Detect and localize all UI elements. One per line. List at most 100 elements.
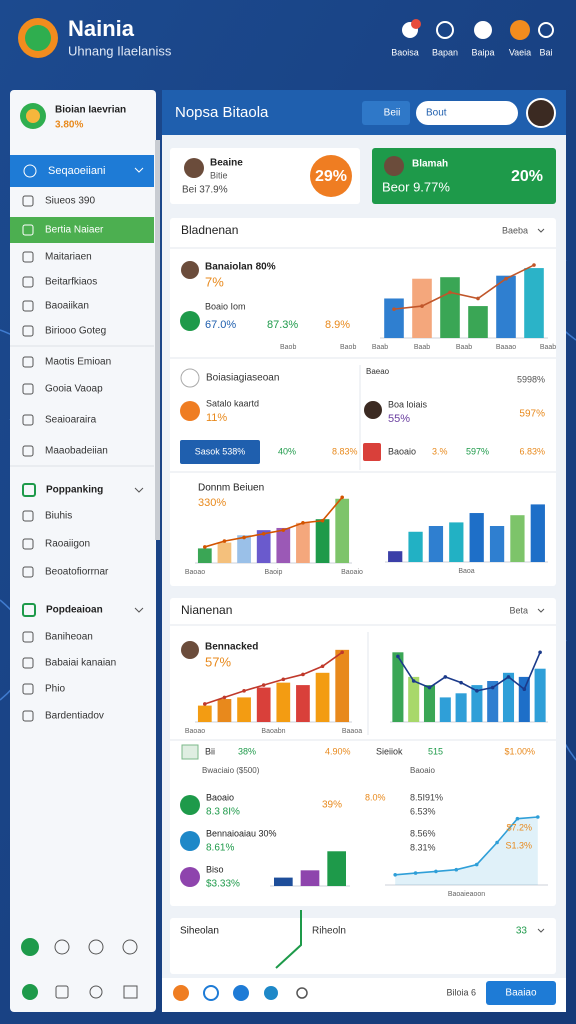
side-icon[interactable] xyxy=(122,939,138,955)
search[interactable] xyxy=(416,101,518,125)
side-icon[interactable] xyxy=(21,938,39,956)
label: Boaio Iom xyxy=(205,301,246,311)
line xyxy=(393,264,535,310)
chevron xyxy=(134,487,144,493)
side-icon[interactable] xyxy=(89,985,103,999)
nav-label: Vaeia xyxy=(509,47,531,57)
bar xyxy=(237,697,251,722)
point xyxy=(340,495,344,500)
menu-item: Maotis Emioan xyxy=(45,357,111,368)
menu-item: Seaioaraira xyxy=(45,415,97,426)
menu-item: Beoatofiorrnar xyxy=(45,567,109,578)
side-icon[interactable] xyxy=(88,939,104,955)
label: Donnm Beiuen xyxy=(198,483,264,494)
bar xyxy=(412,278,432,338)
point xyxy=(411,679,416,683)
menu-item: Biuhis xyxy=(45,511,72,522)
label: Bwaciaio ($500) xyxy=(202,766,260,775)
label: $1.00% xyxy=(504,746,535,756)
point xyxy=(393,873,397,877)
profile-icon-inner xyxy=(26,109,40,123)
tool-icon[interactable] xyxy=(264,986,278,1000)
point xyxy=(281,677,286,682)
section-title: Poppanking xyxy=(46,485,103,496)
point xyxy=(495,840,499,845)
bar xyxy=(384,298,404,338)
menu-item: Phio xyxy=(45,684,65,695)
bar xyxy=(408,531,423,562)
label: Biso xyxy=(206,864,224,874)
tool-icon[interactable] xyxy=(233,985,249,1001)
side-icon[interactable] xyxy=(54,939,70,955)
bar xyxy=(518,676,530,722)
point xyxy=(301,672,305,677)
point xyxy=(459,680,463,685)
menu-item: Bertia Naiaer xyxy=(45,225,104,236)
label: Boa loiais xyxy=(388,399,428,409)
bar xyxy=(274,877,293,886)
menu-icon xyxy=(22,445,34,457)
avatar xyxy=(184,158,204,178)
label: Beor 9.77% xyxy=(382,179,450,194)
label: Siheolan xyxy=(180,926,219,937)
menu-icon xyxy=(22,483,36,497)
point xyxy=(536,815,540,819)
menu-item: Baoaiikan xyxy=(45,301,89,312)
label: Baoaio xyxy=(206,792,234,802)
bar xyxy=(471,685,483,722)
axis-label: Baaao xyxy=(496,344,516,351)
icon xyxy=(180,867,200,887)
point xyxy=(203,702,207,706)
active-item[interactable] xyxy=(10,155,154,187)
menu-icon xyxy=(22,603,36,617)
button[interactable] xyxy=(180,440,260,464)
point xyxy=(261,532,266,536)
avatar[interactable] xyxy=(526,98,556,128)
nav-icon[interactable] xyxy=(510,20,530,40)
menu-icon xyxy=(22,631,34,643)
side-icon[interactable] xyxy=(22,984,38,1000)
point xyxy=(475,689,479,693)
label: 8.0% xyxy=(365,792,386,802)
point xyxy=(320,664,325,669)
tool-icon[interactable] xyxy=(203,985,219,1001)
bar xyxy=(502,672,515,722)
label: Bii xyxy=(205,746,215,756)
sidebar xyxy=(10,90,156,1012)
bar xyxy=(197,548,212,563)
label: 40% xyxy=(278,446,296,456)
badge-circle xyxy=(310,155,352,197)
icon xyxy=(180,368,200,388)
bar xyxy=(469,513,484,562)
button[interactable] xyxy=(362,101,410,125)
tool-icon[interactable] xyxy=(173,985,189,1001)
point xyxy=(454,867,459,872)
nav-icon[interactable] xyxy=(436,21,454,39)
menu-icon xyxy=(22,414,34,426)
nav-badge xyxy=(411,19,421,29)
nav-icon[interactable] xyxy=(474,21,492,39)
button[interactable] xyxy=(486,981,556,1005)
point xyxy=(420,304,424,308)
label: S1.3% xyxy=(505,840,532,850)
bar xyxy=(315,519,330,563)
label: 8.31% xyxy=(410,842,436,852)
highlight-item[interactable] xyxy=(10,217,154,243)
tool-icon[interactable] xyxy=(296,987,308,999)
line xyxy=(204,651,343,705)
bar xyxy=(256,530,271,563)
menu-icon xyxy=(23,164,37,178)
side-icon[interactable] xyxy=(55,985,69,999)
menu-icon xyxy=(22,657,34,669)
label: Blamah xyxy=(412,159,448,170)
menu-item: Babaiai kanaian xyxy=(45,658,116,669)
side-icon[interactable] xyxy=(123,985,138,999)
icon xyxy=(363,443,381,461)
profile-name: Bioian Iaevrian xyxy=(55,105,126,116)
app-title: Nainia xyxy=(68,16,135,41)
menu-item: Maitariaen xyxy=(45,252,92,263)
menu-item: Maaobadeiian xyxy=(45,446,108,457)
nav-icon[interactable] xyxy=(538,22,554,38)
line xyxy=(395,816,538,876)
bar xyxy=(217,542,232,563)
